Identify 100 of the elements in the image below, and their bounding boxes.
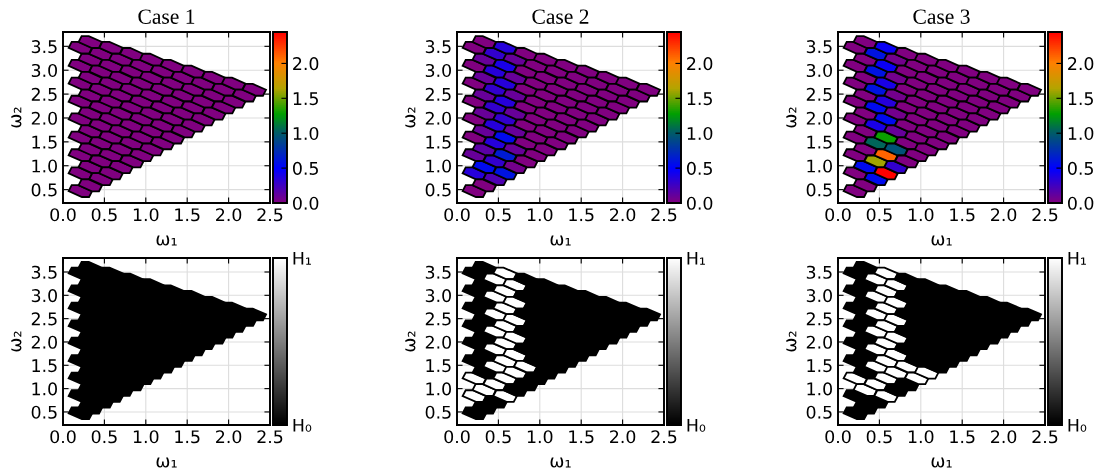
x-tick-label: 0.5 bbox=[866, 208, 892, 222]
y-axis-title: ω₂ bbox=[11, 331, 22, 352]
color-bar-label: H₀ bbox=[293, 418, 312, 432]
y-tick-label: 0.5 bbox=[806, 405, 832, 419]
y-tick-label: 2.5 bbox=[806, 87, 832, 101]
color-bar-label: 2.0 bbox=[1068, 57, 1094, 71]
color-bar-label: H₁ bbox=[293, 251, 311, 265]
y-axis-title: ω₂ bbox=[405, 107, 416, 128]
x-tick-label: 1.0 bbox=[527, 430, 553, 444]
y-tick-label: 2.0 bbox=[806, 111, 832, 125]
x-tick-label: 1.0 bbox=[133, 430, 159, 444]
y-tick-label: 1.0 bbox=[32, 382, 57, 396]
x-tick-label: 1.5 bbox=[950, 430, 975, 444]
color-bar-label: 0.0 bbox=[687, 196, 713, 210]
y-axis-title: ω₂ bbox=[786, 331, 797, 352]
color-bar-label: 0.5 bbox=[293, 161, 318, 175]
x-tick-label: 1.0 bbox=[133, 208, 159, 222]
y-tick-label: 1.0 bbox=[426, 159, 451, 173]
x-tick-label: 0.5 bbox=[866, 430, 892, 444]
x-tick-label: 0.5 bbox=[485, 208, 511, 222]
y-tick-label: 3.5 bbox=[806, 265, 832, 279]
x-axis-title: ω₁ bbox=[550, 235, 571, 246]
x-tick-label: 0.5 bbox=[91, 430, 117, 444]
color-bar-label: H₁ bbox=[1068, 251, 1086, 265]
y-tick-label: 1.5 bbox=[32, 359, 57, 373]
x-tick-label: 1.5 bbox=[175, 208, 200, 222]
chart-title: Case 1 bbox=[138, 9, 195, 24]
y-tick-label: 2.0 bbox=[31, 111, 57, 125]
y-tick-label: 3.0 bbox=[806, 63, 832, 78]
x-tick-label: 0.0 bbox=[444, 430, 470, 444]
x-axis-title: ω₁ bbox=[931, 457, 952, 468]
y-tick-label: 1.0 bbox=[807, 159, 832, 173]
color-bar-label: 0.5 bbox=[1068, 161, 1093, 175]
x-tick-label: 0.5 bbox=[91, 208, 117, 222]
x-tick-label: 0.0 bbox=[50, 430, 76, 444]
chart-title: Case 2 bbox=[532, 9, 589, 24]
x-axis-title: ω₁ bbox=[156, 235, 177, 246]
x-tick-label: 2.0 bbox=[610, 208, 636, 222]
y-tick-label: 0.5 bbox=[806, 183, 832, 197]
y-tick-label: 1.0 bbox=[32, 159, 57, 173]
y-axis-title: ω₂ bbox=[786, 107, 797, 128]
x-tick-label: 1.0 bbox=[908, 208, 934, 222]
color-bar-label: 0.0 bbox=[293, 196, 319, 210]
y-tick-label: 2.0 bbox=[31, 335, 57, 349]
x-tick-label: 1.5 bbox=[569, 430, 594, 444]
y-tick-label: 0.5 bbox=[425, 183, 451, 197]
color-bar-label: 1.5 bbox=[687, 92, 712, 106]
color-bar-label: 1.0 bbox=[1068, 126, 1094, 141]
x-tick-label: 0.0 bbox=[50, 208, 76, 222]
color-bar-label: H₀ bbox=[1068, 418, 1087, 432]
y-tick-label: 1.5 bbox=[807, 135, 832, 149]
x-tick-label: 1.5 bbox=[569, 208, 594, 222]
x-axis-title: ω₁ bbox=[156, 457, 177, 468]
x-axis-title: ω₁ bbox=[550, 457, 571, 468]
x-tick-label: 2.0 bbox=[991, 208, 1017, 222]
color-bar-label: 1.0 bbox=[293, 126, 319, 141]
x-tick-label: 2.0 bbox=[216, 430, 242, 444]
y-tick-label: 3.0 bbox=[31, 63, 57, 78]
chart-title: Case 3 bbox=[913, 9, 970, 24]
y-tick-label: 0.5 bbox=[31, 183, 57, 197]
x-axis-title: ω₁ bbox=[931, 235, 952, 246]
color-bar-label: 1.5 bbox=[1068, 92, 1093, 106]
y-tick-label: 2.0 bbox=[425, 111, 451, 125]
y-tick-label: 2.0 bbox=[425, 335, 451, 349]
y-tick-label: 3.5 bbox=[425, 40, 451, 54]
y-axis-title: ω₂ bbox=[11, 107, 22, 128]
x-tick-label: 1.0 bbox=[908, 430, 934, 444]
x-tick-label: 2.0 bbox=[610, 430, 636, 444]
y-tick-label: 3.5 bbox=[31, 265, 57, 279]
x-tick-label: 0.0 bbox=[825, 208, 851, 222]
x-tick-label: 0.5 bbox=[485, 430, 511, 444]
color-bar-label: 1.5 bbox=[293, 92, 318, 106]
y-axis-title: ω₂ bbox=[405, 331, 416, 352]
x-tick-label: 2.0 bbox=[991, 430, 1017, 444]
x-tick-label: 1.5 bbox=[950, 208, 975, 222]
x-tick-label: 1.5 bbox=[175, 430, 200, 444]
y-tick-label: 3.5 bbox=[806, 40, 832, 54]
x-tick-label: 2.5 bbox=[651, 430, 677, 444]
y-tick-label: 3.5 bbox=[425, 265, 451, 279]
y-tick-label: 0.5 bbox=[31, 405, 57, 419]
x-tick-label: 0.0 bbox=[825, 430, 851, 444]
x-tick-label: 0.0 bbox=[444, 208, 470, 222]
y-tick-label: 1.5 bbox=[32, 135, 57, 149]
y-tick-label: 3.0 bbox=[425, 63, 451, 78]
x-tick-label: 1.0 bbox=[527, 208, 553, 222]
y-tick-label: 2.5 bbox=[425, 312, 451, 326]
y-tick-label: 3.0 bbox=[425, 289, 451, 303]
y-tick-label: 2.5 bbox=[806, 312, 832, 326]
y-tick-label: 1.5 bbox=[807, 359, 832, 373]
y-tick-label: 1.0 bbox=[807, 382, 832, 396]
y-tick-label: 2.5 bbox=[31, 87, 57, 101]
y-tick-label: 3.5 bbox=[31, 40, 57, 54]
y-tick-label: 3.0 bbox=[31, 289, 57, 303]
x-tick-label: 2.5 bbox=[257, 430, 283, 444]
x-tick-label: 2.5 bbox=[1032, 430, 1058, 444]
color-bar-label: 2.0 bbox=[687, 57, 713, 71]
y-tick-label: 1.5 bbox=[426, 135, 451, 149]
y-tick-label: 1.0 bbox=[426, 382, 451, 396]
color-bar-label: H₁ bbox=[687, 251, 705, 265]
y-tick-label: 0.5 bbox=[425, 405, 451, 419]
